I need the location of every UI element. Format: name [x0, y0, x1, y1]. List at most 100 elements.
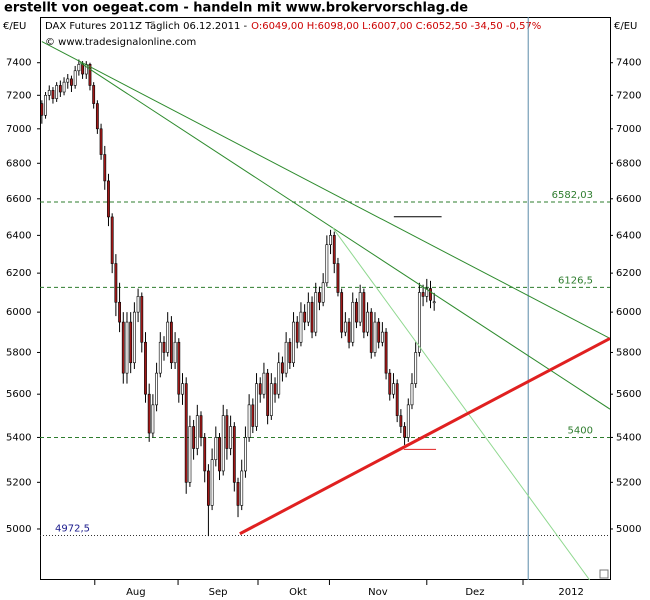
candle-body — [284, 341, 288, 374]
candle-body — [306, 301, 310, 323]
candle-body — [251, 404, 255, 427]
y2-tick-label: 7400 — [616, 58, 641, 69]
candle-body — [332, 235, 336, 264]
candle-body — [81, 64, 84, 75]
y-tick-label: 5800 — [6, 347, 31, 358]
candle-body — [225, 415, 229, 449]
candle-body — [429, 288, 432, 301]
x-tick-label: 2012 — [558, 587, 583, 598]
candle-body — [147, 393, 151, 434]
candle-body — [303, 311, 307, 323]
candle-body — [244, 437, 247, 472]
candle-body — [321, 282, 325, 303]
trendline — [79, 62, 610, 410]
candle-body — [92, 85, 96, 104]
candle-body — [351, 301, 355, 343]
y-tick-label: 7400 — [6, 58, 31, 69]
candle-body — [107, 180, 110, 218]
x-tick-label: Sep — [209, 587, 228, 598]
candle-body — [358, 292, 362, 323]
candle-body — [362, 292, 366, 333]
candle-body — [103, 154, 107, 182]
candle-body — [140, 296, 144, 343]
candle-body — [399, 415, 403, 427]
y2-tick-label: 5400 — [616, 432, 641, 443]
y2-tick-label: 7000 — [616, 124, 641, 135]
candle-body — [380, 331, 384, 343]
candle-body — [173, 341, 177, 364]
candle-body — [58, 85, 62, 93]
y2-tick-label: 5200 — [616, 477, 641, 488]
candle-body — [417, 292, 421, 353]
y-tick-label: 5600 — [6, 389, 31, 400]
candle-body — [425, 288, 429, 297]
y-tick-label: 6400 — [6, 230, 31, 241]
plot-frame — [40, 17, 611, 580]
candle-body — [384, 331, 388, 374]
level-label: 5400 — [568, 425, 593, 436]
candle-body — [110, 216, 114, 264]
candle-body — [214, 437, 218, 460]
candle-body — [118, 301, 121, 323]
copyright: © www.tradesignalonline.com — [45, 37, 196, 48]
y2-tick-label: 5600 — [616, 389, 641, 400]
candle-body — [129, 321, 133, 364]
candle-body — [295, 321, 299, 343]
candle-body — [347, 321, 351, 343]
candle-body — [240, 470, 244, 506]
candle-body — [432, 301, 436, 304]
trendline — [41, 41, 610, 339]
candle-body — [77, 64, 81, 72]
y-tick-label: 7000 — [6, 124, 31, 135]
candle-body — [73, 70, 77, 86]
candle-body — [325, 244, 329, 284]
y2-tick-label: 6600 — [616, 194, 641, 205]
candle-body — [199, 415, 203, 438]
y-tick-label: 6800 — [6, 158, 31, 169]
candle-body — [114, 263, 118, 303]
candle-body — [266, 372, 270, 416]
trendline — [332, 227, 591, 580]
instrument: DAX Futures 2011Z Täglich 06.12.2011 - — [45, 21, 248, 32]
candle-body — [292, 321, 295, 364]
candle-body — [51, 90, 55, 99]
candle-body — [121, 321, 125, 374]
candle-body — [192, 426, 196, 449]
candle-body — [218, 437, 221, 472]
y2-tick-label: 6800 — [616, 158, 641, 169]
y2-tick-label: 6200 — [616, 268, 641, 279]
y2-tick-label: 6000 — [616, 307, 641, 318]
level-label: 6126,5 — [558, 275, 593, 286]
candle-body — [177, 341, 181, 395]
candle-body — [269, 383, 273, 416]
candle-body — [262, 372, 266, 395]
candle-body — [343, 321, 347, 333]
candle-body — [247, 404, 251, 438]
candle-body — [403, 426, 406, 438]
level-label: 4972,5 — [55, 524, 90, 535]
candle-body — [340, 292, 344, 333]
candle-body — [299, 311, 303, 343]
candle-body — [166, 321, 170, 353]
candle-body — [99, 128, 103, 155]
candle-body — [336, 263, 340, 293]
candle-body — [314, 292, 318, 333]
candle-body — [210, 459, 214, 506]
candle-body — [388, 372, 392, 395]
candle-body — [203, 437, 207, 472]
y2-tick-label: 5800 — [616, 347, 641, 358]
candle-body — [144, 341, 147, 395]
candle-body — [406, 404, 410, 438]
candle-body — [373, 321, 377, 353]
trendline — [239, 337, 610, 536]
candle-body — [273, 383, 277, 395]
x-tick-label: Aug — [126, 587, 146, 598]
candle-body — [366, 311, 369, 333]
x-tick-label: Okt — [289, 587, 307, 598]
candle-body — [392, 383, 395, 395]
quote: O:6049,00 H:6098,00 L:6007,00 C:6052,50 … — [251, 21, 541, 32]
candle-body — [232, 426, 236, 483]
candle-body — [62, 81, 66, 93]
candle-body — [66, 78, 70, 83]
candle-body — [255, 383, 258, 427]
